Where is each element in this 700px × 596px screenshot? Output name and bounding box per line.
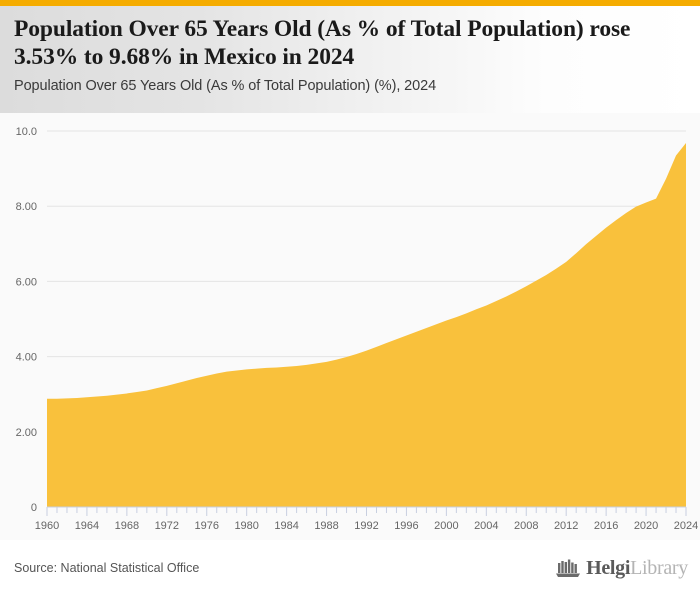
chart-header: Population Over 65 Years Old (As % of To… [0,6,700,113]
chart-subtitle: Population Over 65 Years Old (As % of To… [14,78,437,94]
area-chart-svg: 10.08.006.004.002.000 1960 1964 1968 1972 19… [16,126,699,532]
x-axis-tick-label: 2012 [554,520,578,532]
x-axis-tick-label: 2016 [594,520,618,532]
logo-text-helgi: Helgi [586,556,631,579]
x-axis-tick-label: 1988 [314,520,338,532]
library-building-icon [556,559,581,577]
source-label: Source: National Statistical Office [14,561,200,575]
x-axis-tick-label: 2008 [514,520,538,532]
x-axis-tick-label: 1964 [75,520,99,532]
chart-footer: Source: National Statistical Office Helg… [0,540,700,596]
y-axis-tick-label: 6.00 [16,276,37,288]
chart-plot-region: 10.0 8.00 6.00 4.00 2.00 0 1960 1964 1968 1972 19… [0,113,700,540]
y-axis-tick-label: 10.0 [16,126,37,138]
x-axis-tick-label: 1972 [155,520,179,532]
y-axis-tick-label: 2.00 [16,427,37,439]
y-axis-tick-label: 0 [31,502,37,514]
x-axis-tick-label: 1968 [115,520,139,532]
x-axis-tick-label: 1992 [354,520,378,532]
x-axis-tick-label: 1996 [394,520,418,532]
x-axis-labels-group: 1960 1964 1968 1972 1976 1980 1984 1988 1992 1996… [35,520,698,532]
x-axis-ticks-group [46,507,687,516]
helgi-library-logo[interactable]: Helgi Library [555,554,688,582]
x-axis-tick-label: 1984 [274,520,298,532]
y-axis-tick-label: 8.00 [16,201,37,213]
y-axis-tick-label: 4.00 [16,352,37,364]
y-axis-labels-group: 10.0 8.00 6.00 4.00 2.00 0 [16,126,37,514]
x-axis-tick-label: 1976 [195,520,219,532]
x-axis-tick-label: 2004 [474,520,498,532]
page-title: Population Over 65 Years Old (As % of To… [14,16,631,70]
area-series-group[interactable] [47,143,686,507]
x-axis-tick-label: 2024 [674,520,698,532]
x-axis-tick-label: 1980 [234,520,258,532]
x-axis-tick-label: 2000 [434,520,458,532]
top-accent-bar [0,0,700,6]
logo-text-library: Library [630,556,688,579]
x-axis-tick-label: 2020 [634,520,658,532]
area-series[interactable] [47,143,686,507]
x-axis-tick-label: 1960 [35,520,59,532]
